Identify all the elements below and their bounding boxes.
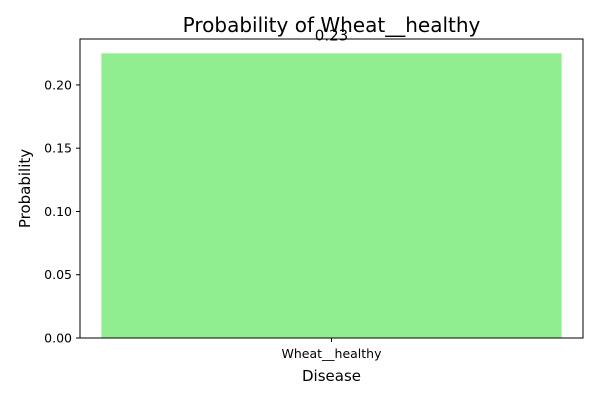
bar-0 [101, 53, 562, 339]
data-labels: 0.23 [315, 26, 348, 44]
x-ticks: Wheat__healthy [282, 338, 383, 361]
data-label-0: 0.23 [315, 26, 348, 44]
y-ticks: 0.00 0.05 0.10 0.15 0.20 [44, 77, 80, 346]
y-tick-label-2: 0.10 [44, 204, 72, 219]
y-tick-label-4: 0.20 [44, 77, 72, 92]
x-tick-label-0: Wheat__healthy [282, 346, 383, 361]
chart-title: Probability of Wheat__healthy [183, 13, 481, 37]
x-axis-label: Disease [302, 367, 361, 385]
y-tick-label-1: 0.05 [44, 267, 72, 282]
bars-layer [101, 53, 562, 339]
y-tick-label-0: 0.00 [44, 331, 72, 346]
y-axis-label: Probability [16, 149, 34, 228]
y-tick-label-3: 0.15 [44, 141, 72, 156]
